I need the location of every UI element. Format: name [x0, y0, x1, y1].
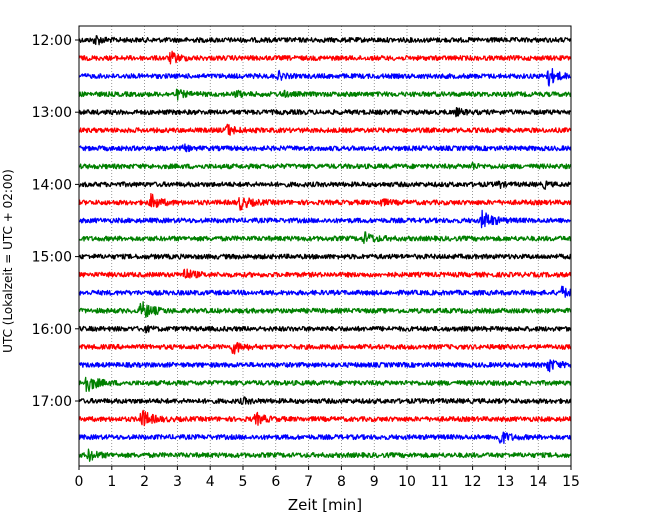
x-tick-label: 5: [239, 474, 248, 490]
seismogram-trace: [79, 302, 571, 318]
seismogram-trace: [79, 144, 571, 152]
seismogram-trace: [79, 326, 571, 333]
x-tick-label: 3: [173, 474, 182, 490]
x-axis-title: Zeit [min]: [288, 496, 362, 514]
seismogram-trace: [79, 194, 571, 211]
x-tick-label: 8: [337, 474, 346, 490]
y-tick-label: 14:00: [32, 177, 72, 193]
seismogram-trace: [79, 254, 571, 259]
x-tick-label: 14: [529, 474, 547, 490]
y-tick-label: 17:00: [32, 394, 72, 410]
y-tick-label: 15:00: [32, 250, 72, 266]
x-tick-label: 4: [206, 474, 215, 490]
seismogram-trace: [79, 343, 571, 354]
seismogram-trace: [79, 232, 571, 244]
seismogram-trace: [79, 181, 571, 189]
x-tick-label: 11: [431, 474, 449, 490]
x-axis-ticks: 0 1 2 3 4 5 6 7 8 9 10 11 12 13 14 15: [75, 466, 580, 490]
x-tick-label: 12: [464, 474, 482, 490]
x-tick-label: 10: [398, 474, 416, 490]
seismogram-trace: [79, 108, 571, 117]
seismogram-trace: [79, 269, 571, 278]
y-tick-label: 12:00: [32, 33, 72, 49]
x-tick-label: 7: [304, 474, 313, 490]
seismogram-trace: [79, 124, 571, 135]
seismogram-trace: [79, 210, 571, 227]
x-tick-label: 9: [370, 474, 379, 490]
y-axis-ticks: 12:00 13:00 14:00 15:00 16:00 17:00: [32, 33, 79, 410]
seismogram-trace: [79, 410, 571, 425]
x-tick-label: 1: [107, 474, 116, 490]
seismogram-trace: [79, 286, 571, 297]
seismogram-trace: [79, 360, 571, 372]
x-tick-label: 13: [496, 474, 514, 490]
x-tick-label: 15: [562, 474, 580, 490]
seismogram-trace: [79, 69, 571, 86]
seismogram-trace: [79, 432, 571, 443]
seismogram-trace: [79, 36, 571, 45]
x-tick-label: 2: [140, 474, 149, 490]
x-tick-label: 0: [75, 474, 84, 490]
trace-lines: [79, 36, 571, 462]
y-tick-label: 16:00: [32, 322, 72, 338]
seismogram-trace: [79, 397, 571, 404]
y-axis-title: UTC (Lokalzeit = UTC + 02:00): [1, 169, 15, 353]
seismogram-trace: [79, 51, 571, 64]
seismogram-trace: [79, 449, 571, 461]
y-tick-label: 13:00: [32, 105, 72, 121]
seismogram-trace: [79, 377, 571, 391]
x-tick-label: 6: [271, 474, 280, 490]
seismogram-trace: [79, 162, 571, 169]
seismogram-trace: [79, 89, 571, 100]
